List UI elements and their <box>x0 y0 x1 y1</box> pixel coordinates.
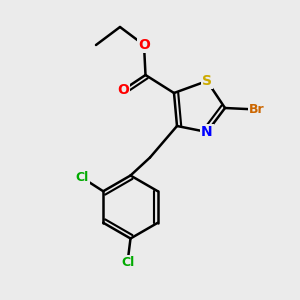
Text: Br: Br <box>249 103 264 116</box>
Text: Cl: Cl <box>121 256 134 269</box>
Text: Cl: Cl <box>76 171 89 184</box>
Text: O: O <box>117 83 129 97</box>
Text: S: S <box>202 74 212 88</box>
Text: O: O <box>138 38 150 52</box>
Text: N: N <box>201 125 213 139</box>
